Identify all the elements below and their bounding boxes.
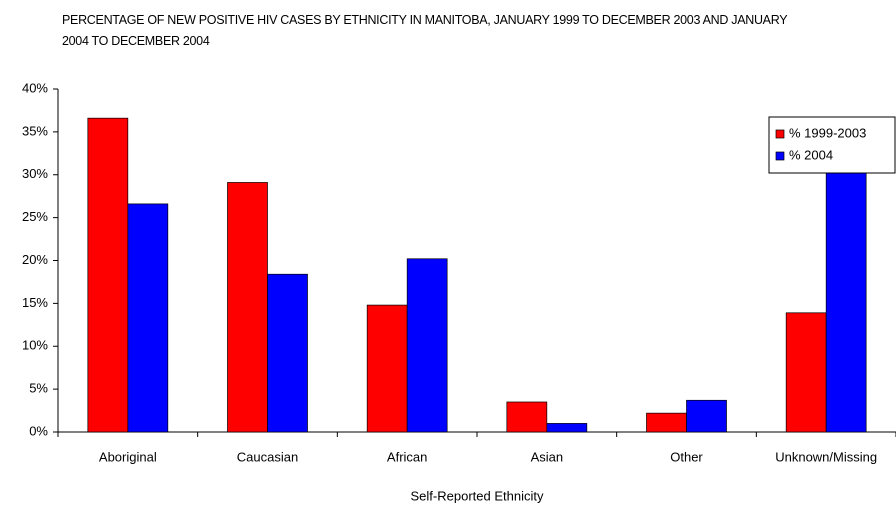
bar xyxy=(227,182,268,433)
bar xyxy=(506,401,548,433)
bar xyxy=(366,304,408,433)
legend-label: % 2004 xyxy=(789,147,833,162)
x-tick-label: Unknown/Missing xyxy=(775,449,877,464)
y-tick-label: 40% xyxy=(22,80,48,95)
bar xyxy=(546,423,588,433)
y-tick-label: 0% xyxy=(29,423,48,438)
y-tick-label: 35% xyxy=(22,123,48,138)
y-tick-label: 15% xyxy=(22,295,48,310)
bar xyxy=(785,312,827,433)
chart-title: PERCENTAGE OF NEW POSITIVE HIV CASES BY … xyxy=(62,13,788,48)
bar xyxy=(87,117,129,433)
bar xyxy=(686,399,727,433)
legend-box xyxy=(768,116,896,174)
bar xyxy=(406,258,448,433)
bar xyxy=(127,203,169,433)
x-tick-label: Caucasian xyxy=(237,449,298,464)
legend-label: % 1999-2003 xyxy=(789,125,866,140)
y-tick-label: 30% xyxy=(22,166,48,181)
x-tick-label: Asian xyxy=(531,449,564,464)
y-tick-label: 5% xyxy=(29,381,48,396)
legend-swatch xyxy=(775,129,785,139)
bar xyxy=(646,412,687,433)
bar xyxy=(825,170,867,433)
x-tick-label: Aboriginal xyxy=(99,449,157,464)
y-tick-label: 25% xyxy=(22,209,48,224)
y-tick-label: 20% xyxy=(22,252,48,267)
x-tick-label: African xyxy=(387,449,427,464)
legend-swatch xyxy=(775,151,785,161)
x-tick-label: Other xyxy=(670,449,703,464)
bar xyxy=(267,273,308,433)
x-axis-label: Self-Reported Ethnicity xyxy=(411,488,544,503)
y-tick-label: 10% xyxy=(22,338,48,353)
